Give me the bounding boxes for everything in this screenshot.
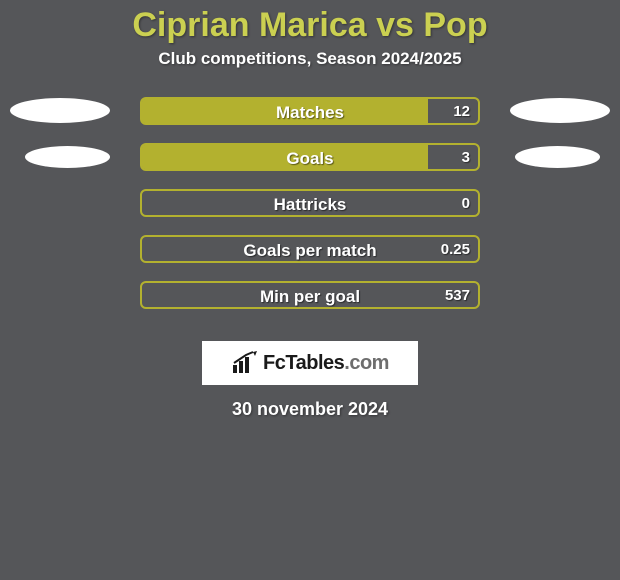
- stat-value: 3: [462, 149, 470, 166]
- logo-text-main: FcTables: [263, 352, 344, 374]
- player-right-marker: [515, 146, 600, 168]
- stat-bar-track: Goals per match 0.25: [140, 235, 480, 263]
- page-title: Ciprian Marica vs Pop: [0, 0, 620, 45]
- stat-row: Goals per match 0.25: [0, 235, 620, 281]
- stat-label: Hattricks: [142, 195, 478, 215]
- logo-text: FcTables.com: [263, 352, 389, 375]
- player-left-marker: [10, 98, 110, 123]
- player-right-marker: [510, 98, 610, 123]
- stat-row: Goals 3: [0, 143, 620, 189]
- stat-label: Goals per match: [142, 241, 478, 261]
- stat-row: Matches 12: [0, 97, 620, 143]
- stat-label: Min per goal: [142, 287, 478, 307]
- stat-value: 0.25: [441, 241, 470, 258]
- logo-chart-icon: [231, 351, 259, 375]
- logo-text-suffix: .com: [344, 352, 389, 374]
- stat-bar-track: Matches 12: [140, 97, 480, 125]
- stat-bar-track: Hattricks 0: [140, 189, 480, 217]
- stat-label: Matches: [142, 103, 478, 123]
- stat-bar-track: Min per goal 537: [140, 281, 480, 309]
- stat-label: Goals: [142, 149, 478, 169]
- logo-box: FcTables.com: [202, 341, 418, 385]
- stat-row: Hattricks 0: [0, 189, 620, 235]
- stat-value: 12: [453, 103, 470, 120]
- player-left-marker: [25, 146, 110, 168]
- page-subtitle: Club competitions, Season 2024/2025: [0, 49, 620, 69]
- stat-rows: Matches 12 Goals 3 Hattricks 0 Goals per…: [0, 97, 620, 327]
- date-label: 30 november 2024: [0, 399, 620, 420]
- stat-row: Min per goal 537: [0, 281, 620, 327]
- stat-value: 537: [445, 287, 470, 304]
- stat-bar-track: Goals 3: [140, 143, 480, 171]
- stat-value: 0: [462, 195, 470, 212]
